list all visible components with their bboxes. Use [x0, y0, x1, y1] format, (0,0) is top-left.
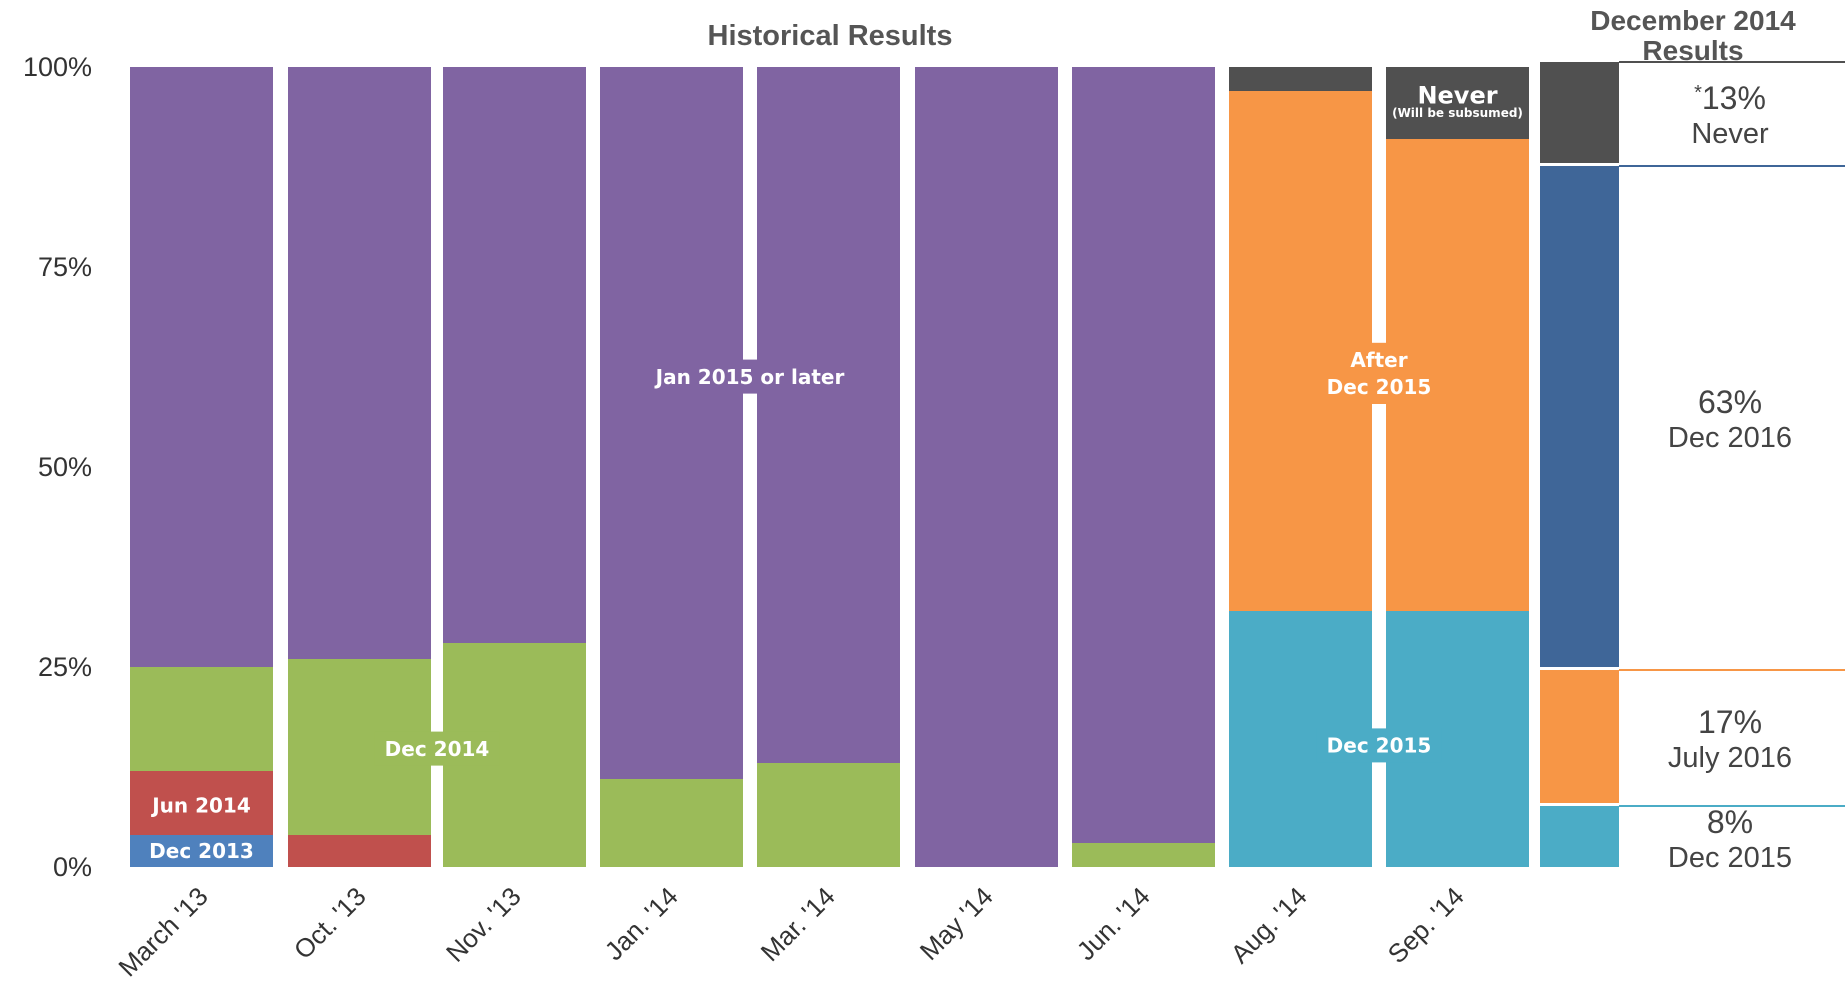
bar-label-box: [645, 359, 855, 394]
bar-segment-dec2014: [600, 779, 743, 867]
summary-label: Dec 2016: [1668, 422, 1792, 454]
y-tick-label: 75%: [38, 252, 92, 282]
bar-label-box: [1316, 370, 1442, 404]
x-tick-label: March '13: [112, 881, 213, 982]
bar-segment-jun2014: [130, 771, 273, 835]
x-tick-label: Mar. '14: [755, 881, 841, 967]
x-tick-label: Jan. '14: [599, 881, 684, 966]
bar-segment-jan2015: [443, 67, 586, 643]
y-tick-label: 25%: [38, 652, 92, 682]
summary-segment-july2016: [1540, 670, 1619, 803]
bar-segment-jan2015: [757, 67, 900, 763]
x-tick-label: Oct. '13: [288, 881, 372, 965]
y-tick-label: 0%: [53, 852, 92, 882]
bar-segment-dec2013: [130, 835, 273, 867]
historical-title: Historical Results: [708, 20, 953, 52]
bar-segment-dec2014: [130, 667, 273, 771]
summary-bar: 8%Dec 2015 17%July 2016 63%Dec 2016 *13%Nev…: [1540, 61, 1845, 874]
bar-segment-jan2015: [288, 67, 431, 659]
summary-segment-dec2015: [1540, 806, 1619, 867]
historical-bars: [130, 67, 1529, 867]
bar-label: Never: [1417, 82, 1497, 110]
x-tick-label: Jun. '14: [1071, 881, 1156, 966]
bar-label-box: [1316, 728, 1442, 763]
y-tick-label: 50%: [38, 452, 92, 482]
summary-percent: *13%: [1694, 80, 1766, 116]
bar-segment-jan2015: [600, 67, 743, 779]
bar-segment-jan2015: [1072, 67, 1215, 843]
bar-label-box: [374, 731, 500, 766]
x-tick-label: Sep. '14: [1382, 881, 1470, 969]
summary-title-line-1: December 2014: [1590, 5, 1796, 36]
summary-label: Dec 2015: [1668, 842, 1792, 874]
summary-title-line-2: Results: [1642, 35, 1743, 66]
summary-segment-dec2016: [1540, 166, 1619, 667]
bar-segment-jan2015: [130, 67, 273, 667]
bar-label: Dec 2014: [385, 737, 490, 761]
summary-percent: 17%: [1698, 704, 1762, 740]
summary-segment-never: [1540, 62, 1619, 163]
summary-label: July 2016: [1668, 742, 1792, 774]
summary-label: Never: [1691, 118, 1769, 150]
bar-segment-jun2014: [288, 835, 431, 867]
bar-segment-dec2014: [1072, 843, 1215, 867]
bar-label: After: [1350, 348, 1407, 372]
x-axis: March '13 Oct. '13 Nov. '13 Jan. '14 Mar. '1…: [112, 881, 1469, 982]
bar-segment-never: [1229, 67, 1372, 91]
bar-label: Dec 2015: [1327, 734, 1432, 758]
y-axis: 0% 25% 50% 75% 100%: [23, 52, 92, 882]
historical-bar-labels: Dec 2013 Jun 2014 Dec 2014 Jan 2015 or late…: [149, 82, 1523, 864]
bar-segment-jan2015: [915, 67, 1058, 867]
x-tick-label: May '14: [914, 881, 999, 966]
bar-segment-never: [1386, 67, 1529, 139]
y-tick-label: 100%: [23, 52, 92, 82]
bar-segment-dec2014: [757, 763, 900, 867]
x-tick-label: Aug. '14: [1225, 881, 1313, 969]
bar-label: (Will be subsumed): [1392, 106, 1523, 120]
bar-label: Jan 2015 or later: [654, 365, 845, 389]
bar-label: Dec 2013: [149, 839, 254, 863]
summary-percent: 8%: [1707, 804, 1753, 840]
bar-label: Dec 2015: [1327, 375, 1432, 399]
bar-label: Jun 2014: [150, 794, 251, 818]
x-tick-label: Nov. '13: [440, 881, 527, 968]
summary-percent: 63%: [1698, 384, 1762, 420]
